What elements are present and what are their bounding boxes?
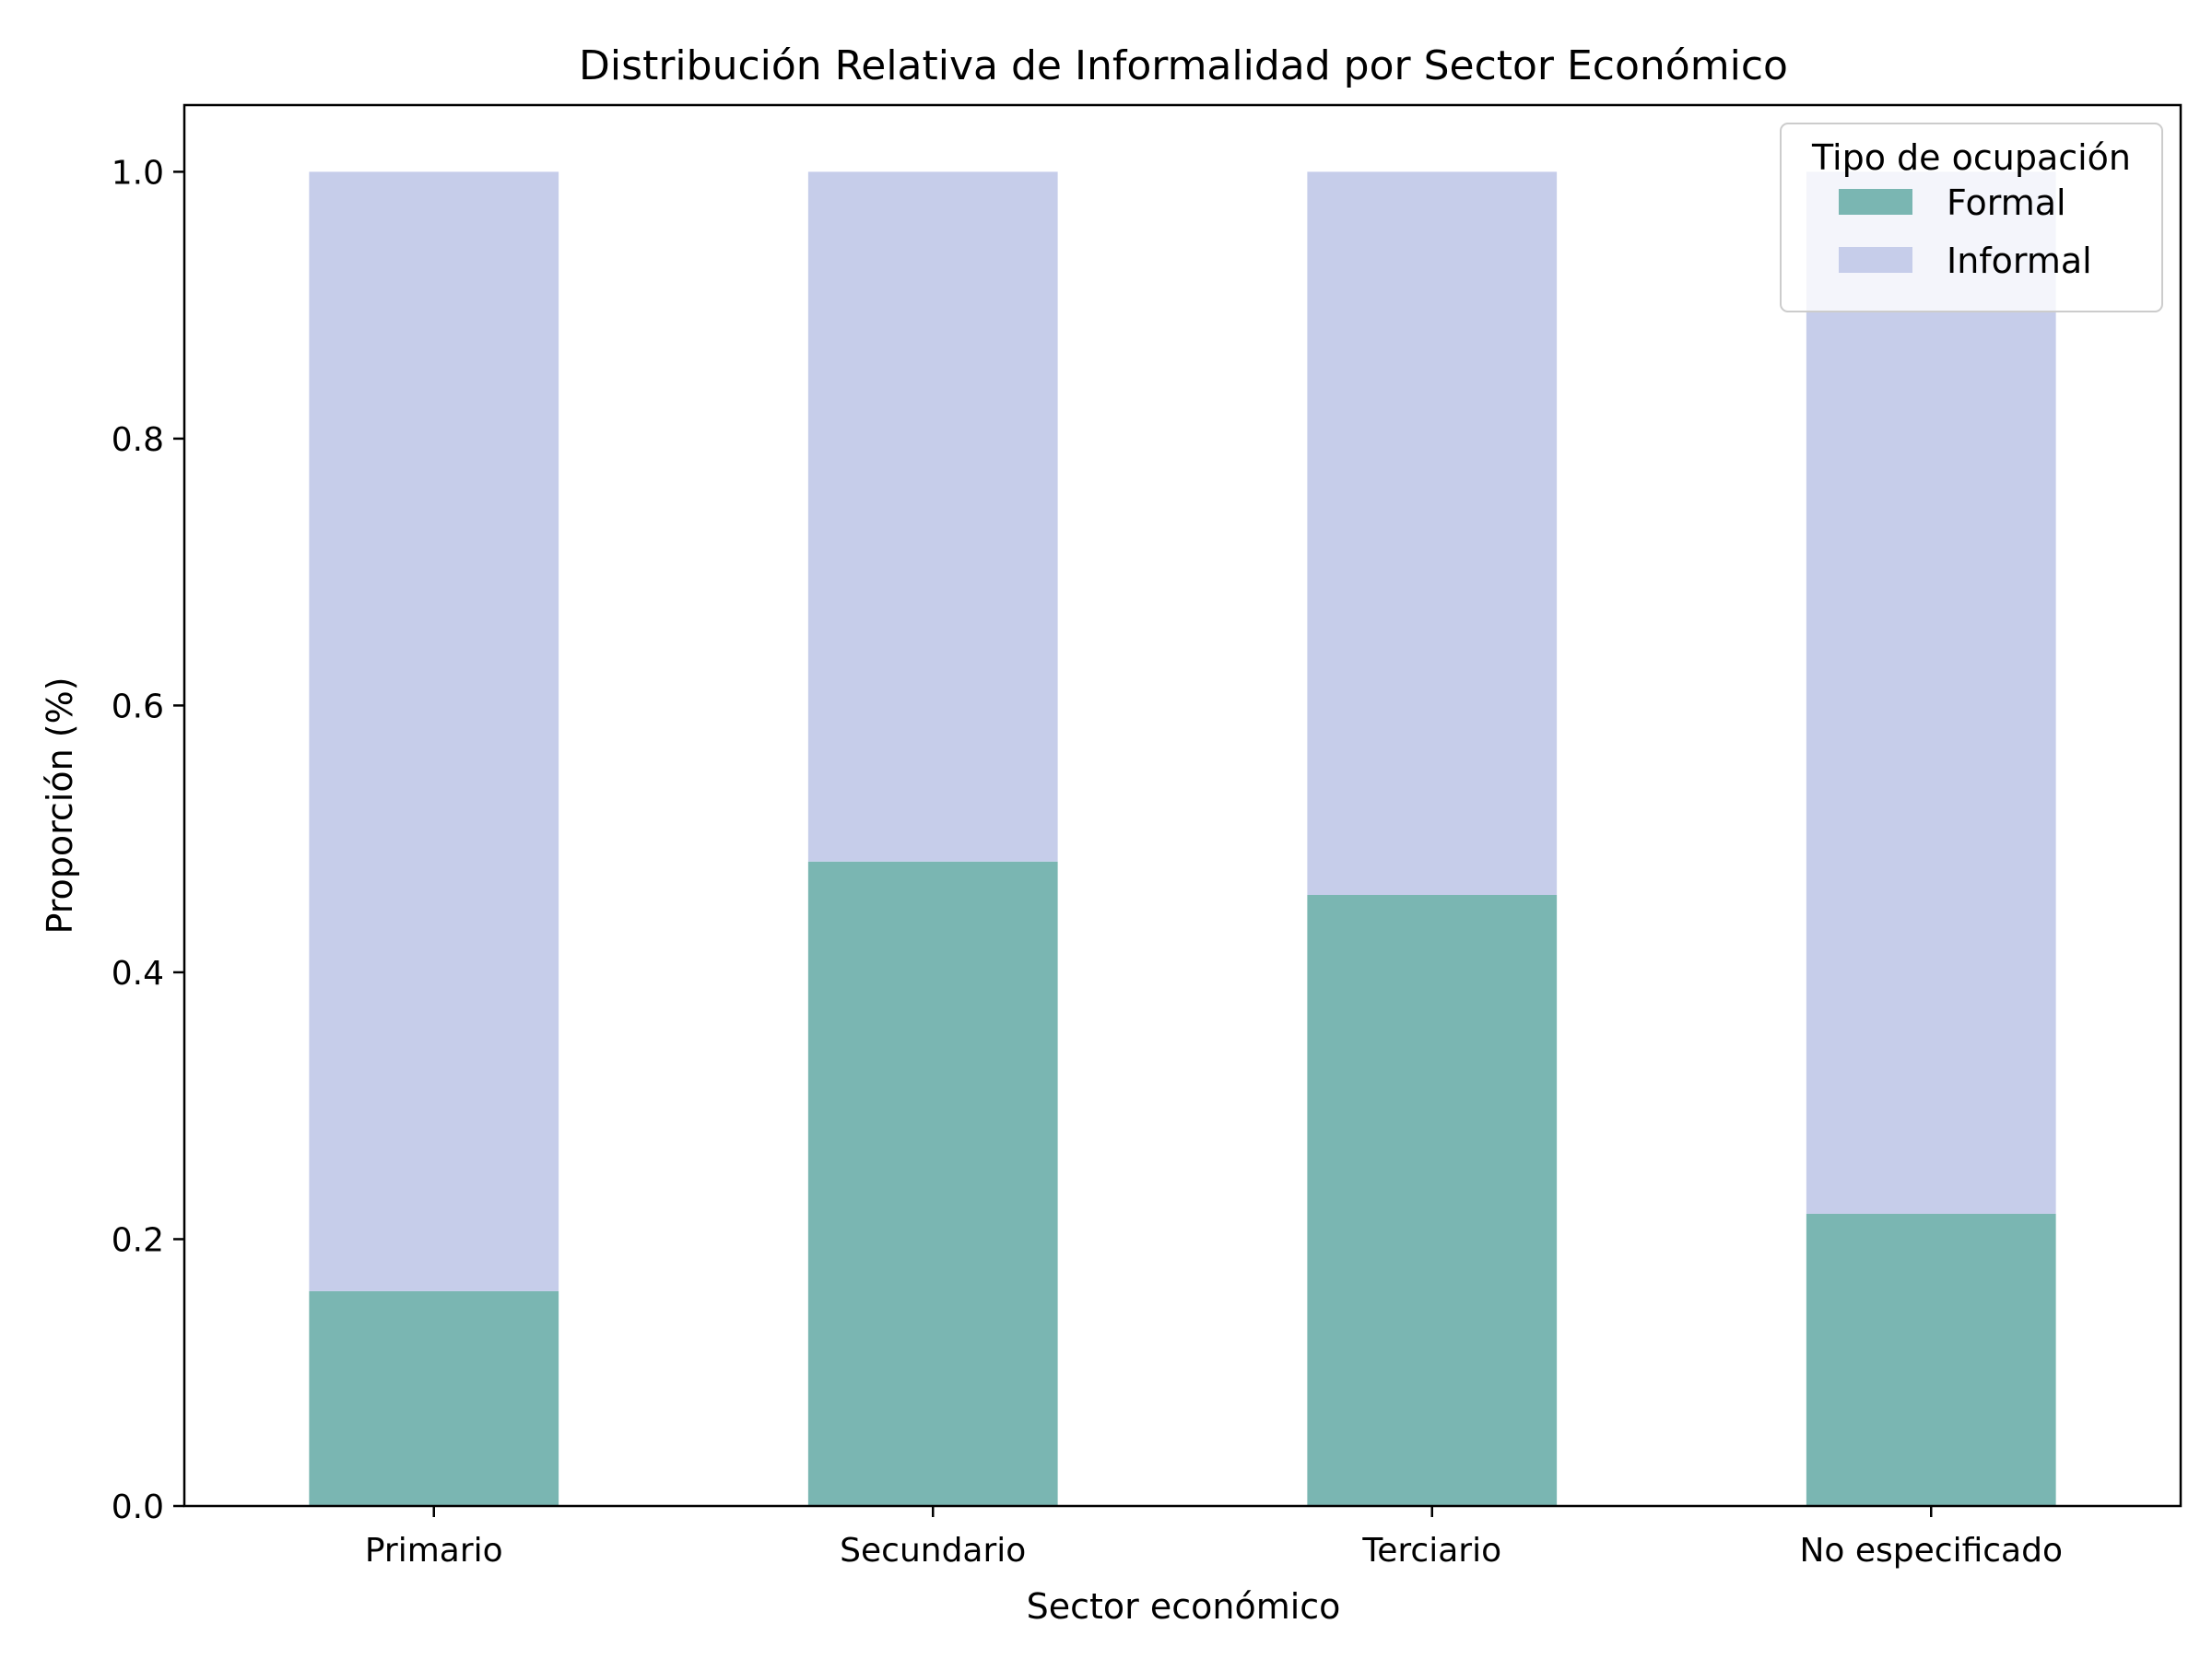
bar-formal-secundario <box>807 861 1058 1506</box>
x-axis-ticks: Primario Secundario Terciario No especifica… <box>365 1506 2063 1570</box>
bar-formal-primario <box>309 1290 559 1506</box>
x-tick-label: Terciario <box>1361 1532 1501 1570</box>
y-tick-label: 0.6 <box>112 688 164 725</box>
y-axis-ticks: 0.0 0.2 0.4 0.6 0.8 1.0 <box>112 154 184 1526</box>
bar-informal-primario <box>309 171 559 1291</box>
plot-frame <box>182 103 2183 1508</box>
x-tick-label: Secundario <box>840 1532 1026 1570</box>
y-axis-label: Proporción (%) <box>40 677 80 934</box>
y-tick-label: 0.0 <box>112 1488 164 1526</box>
x-axis-label: Sector económico <box>1027 1586 1341 1627</box>
bars-group <box>309 171 2056 1506</box>
bar-informal-secundario <box>807 171 1058 862</box>
legend-swatch-informal <box>1839 247 1912 273</box>
legend-label-formal: Formal <box>1947 182 2066 223</box>
chart-title: Distribución Relativa de Informalidad po… <box>579 42 1788 89</box>
y-tick-label: 0.8 <box>112 421 164 459</box>
y-tick-label: 0.2 <box>112 1221 164 1259</box>
x-tick-label: Primario <box>365 1532 503 1570</box>
legend-title: Tipo de ocupación <box>1811 137 2131 178</box>
legend-swatch-formal <box>1839 189 1912 215</box>
x-tick-label: No especificado <box>1799 1532 2063 1570</box>
legend-label-informal: Informal <box>1947 241 2092 281</box>
bar-informal-no-especificado <box>1806 171 2056 1214</box>
y-tick-label: 1.0 <box>112 154 164 192</box>
legend-entries: Formal Informal <box>1839 182 2092 281</box>
y-tick-label: 0.4 <box>112 955 164 993</box>
bar-informal-terciario <box>1307 171 1558 895</box>
bar-formal-no-especificado <box>1806 1213 2056 1506</box>
bar-formal-terciario <box>1307 894 1558 1506</box>
legend: Tipo de ocupación Formal Informal <box>1780 123 2163 312</box>
